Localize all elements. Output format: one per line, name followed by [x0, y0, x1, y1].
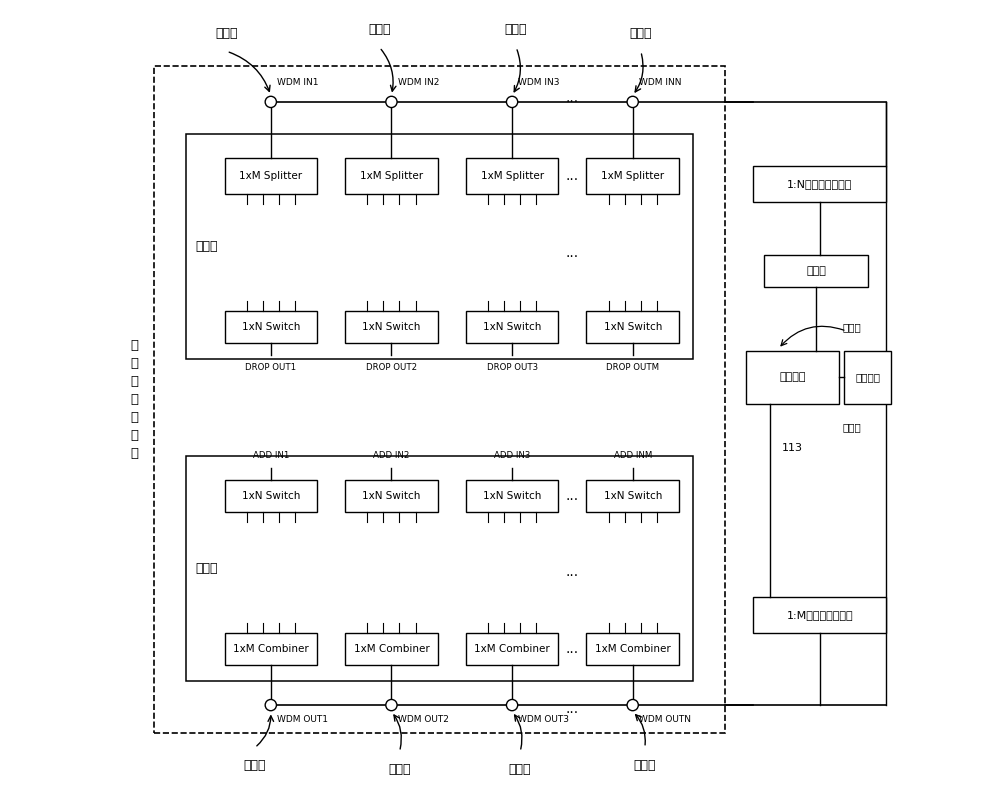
Bar	[225, 480, 317, 512]
Bar	[345, 311, 438, 343]
Bar	[345, 158, 438, 194]
Text: WDM OUT2: WDM OUT2	[398, 715, 449, 724]
Bar	[345, 633, 438, 665]
Bar	[466, 311, 558, 343]
Text: 1xN Switch: 1xN Switch	[242, 322, 300, 332]
Text: 合波器: 合波器	[509, 763, 531, 776]
Text: 1xM Combiner: 1xM Combiner	[354, 644, 429, 654]
Text: 113: 113	[782, 443, 803, 453]
Bar	[154, 65, 725, 734]
Text: DROP OUT2: DROP OUT2	[366, 363, 417, 372]
Text: 下波侧: 下波侧	[195, 240, 218, 253]
Text: ...: ...	[566, 642, 579, 656]
Text: WDM INN: WDM INN	[639, 78, 682, 87]
Text: 上波侧: 上波侧	[195, 562, 218, 575]
Text: 1xN Switch: 1xN Switch	[604, 491, 662, 501]
Text: ADD IN2: ADD IN2	[373, 451, 410, 460]
Text: 输入端: 输入端	[843, 322, 861, 332]
Bar	[746, 351, 839, 404]
Text: DROP OUT1: DROP OUT1	[245, 363, 296, 372]
Text: ADD INM: ADD INM	[614, 451, 652, 460]
Circle shape	[506, 96, 518, 107]
Bar	[225, 311, 317, 343]
Text: 1xN Switch: 1xN Switch	[242, 491, 300, 501]
Text: ...: ...	[566, 91, 579, 105]
Text: 1:N的光路选择开关: 1:N的光路选择开关	[787, 179, 852, 190]
Circle shape	[386, 700, 397, 711]
Text: WDM IN2: WDM IN2	[398, 78, 439, 87]
Text: 分波器: 分波器	[368, 23, 391, 36]
Bar	[586, 480, 679, 512]
Bar	[345, 480, 438, 512]
Text: 分波器: 分波器	[629, 27, 652, 40]
Text: 1xM Splitter: 1xM Splitter	[481, 171, 544, 182]
Bar	[753, 596, 886, 633]
Text: 1xM Combiner: 1xM Combiner	[595, 644, 671, 654]
Text: 1xM Splitter: 1xM Splitter	[239, 171, 302, 182]
Circle shape	[265, 96, 276, 107]
Bar	[466, 633, 558, 665]
Text: 1xN Switch: 1xN Switch	[362, 491, 421, 501]
Text: 1xN Switch: 1xN Switch	[604, 322, 662, 332]
Text: DROP OUTM: DROP OUTM	[606, 363, 659, 372]
Text: DROP OUT3: DROP OUT3	[487, 363, 538, 372]
Text: ADD IN1: ADD IN1	[253, 451, 289, 460]
Text: 1:M的光路选择开关: 1:M的光路选择开关	[786, 609, 853, 620]
Bar	[225, 158, 317, 194]
Text: 1xM Splitter: 1xM Splitter	[601, 171, 664, 182]
Text: WDM OUT1: WDM OUT1	[277, 715, 328, 724]
Circle shape	[627, 96, 638, 107]
Text: 合波器: 合波器	[243, 759, 266, 772]
Circle shape	[386, 96, 397, 107]
Bar	[466, 480, 558, 512]
Circle shape	[506, 700, 518, 711]
Bar	[586, 633, 679, 665]
Text: 分波器: 分波器	[215, 27, 238, 40]
Bar	[753, 166, 886, 203]
Text: ...: ...	[566, 245, 579, 260]
Text: 滤波器: 滤波器	[806, 266, 826, 276]
Text: 1xM Combiner: 1xM Combiner	[233, 644, 309, 654]
Text: 1xM Splitter: 1xM Splitter	[360, 171, 423, 182]
Bar	[844, 351, 891, 404]
Bar	[586, 311, 679, 343]
Text: 1xN Switch: 1xN Switch	[483, 491, 541, 501]
Text: 常
规
多
播
光
开
关: 常 规 多 播 光 开 关	[130, 339, 138, 460]
Text: 输出端: 输出端	[843, 423, 861, 433]
Bar	[186, 134, 693, 359]
Text: 处理模块: 处理模块	[855, 372, 880, 383]
Text: WDM IN1: WDM IN1	[277, 78, 319, 87]
Circle shape	[627, 700, 638, 711]
Bar	[586, 158, 679, 194]
Text: ...: ...	[566, 169, 579, 183]
Text: ...: ...	[566, 702, 579, 716]
Circle shape	[265, 700, 276, 711]
Bar	[225, 633, 317, 665]
Text: 合波器: 合波器	[388, 763, 411, 776]
Text: 1xN Switch: 1xN Switch	[362, 322, 421, 332]
Text: ...: ...	[566, 489, 579, 503]
Text: ADD IN3: ADD IN3	[494, 451, 530, 460]
Text: 1xN Switch: 1xN Switch	[483, 322, 541, 332]
Text: 1xM Combiner: 1xM Combiner	[474, 644, 550, 654]
Text: ...: ...	[566, 566, 579, 579]
Text: 收发模块: 收发模块	[779, 372, 806, 383]
Text: WDM OUT3: WDM OUT3	[518, 715, 569, 724]
Text: WDM IN3: WDM IN3	[518, 78, 560, 87]
Text: 分波器: 分波器	[505, 23, 527, 36]
Text: WDM OUTN: WDM OUTN	[639, 715, 691, 724]
Bar	[186, 456, 693, 681]
Bar	[466, 158, 558, 194]
Bar	[764, 255, 868, 286]
Text: 合波器: 合波器	[634, 759, 656, 772]
